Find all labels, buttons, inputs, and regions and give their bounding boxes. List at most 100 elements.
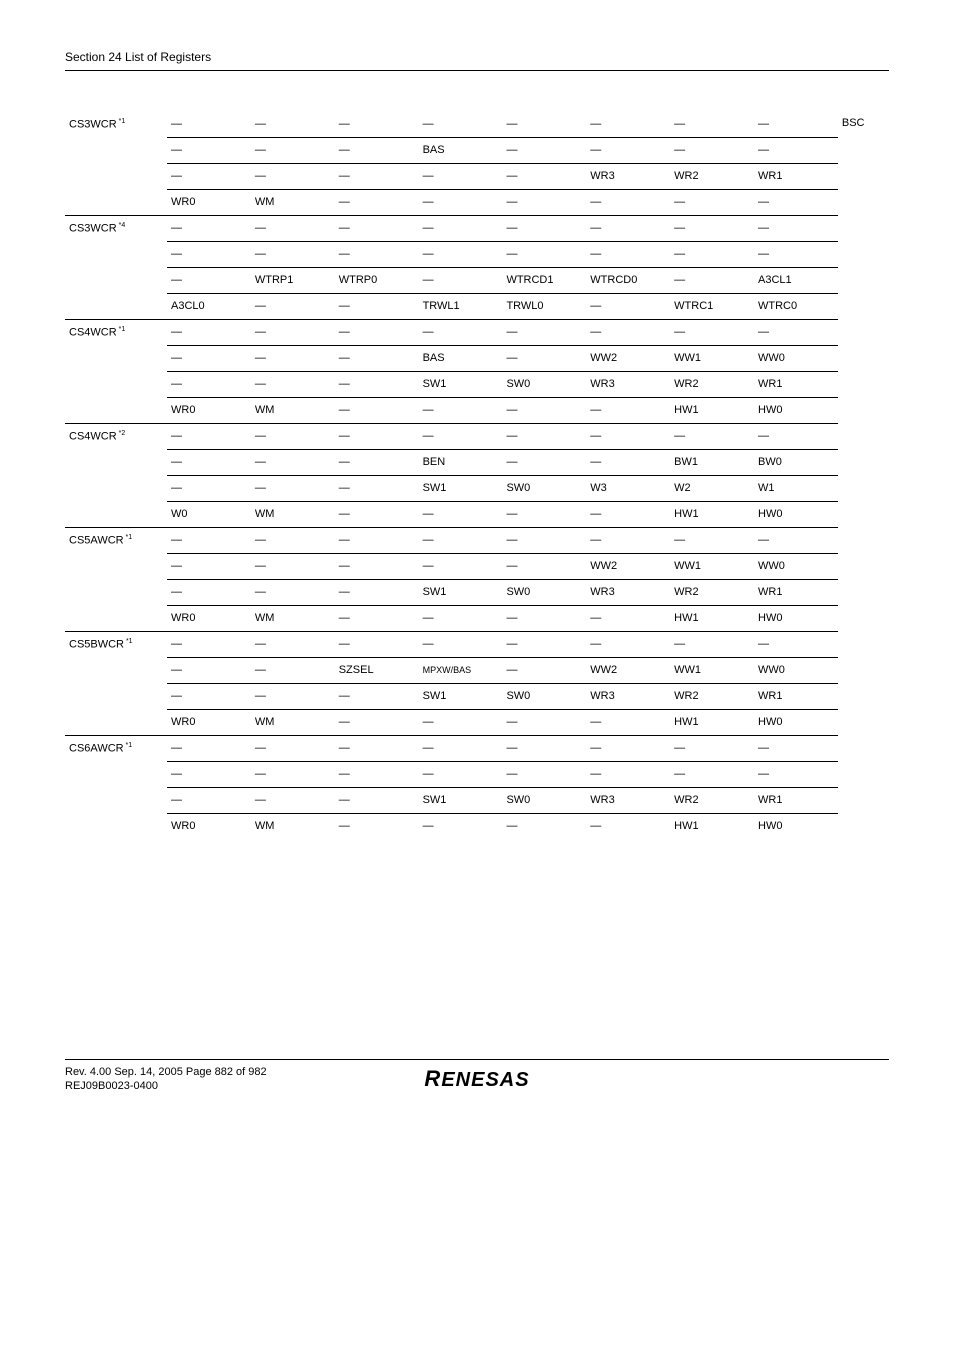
bit-cell: — [167, 111, 251, 137]
bit-cell: — [586, 137, 670, 163]
bit-cell: — [335, 137, 419, 163]
bit-cell: — [335, 527, 419, 553]
bit-cell: — [167, 657, 251, 683]
table-row: CS5AWCR *1———————— [65, 527, 889, 553]
bit-cell: — [251, 319, 335, 345]
bit-cell: WR2 [670, 163, 754, 189]
bit-cell: — [586, 397, 670, 423]
bit-cell: — [335, 709, 419, 735]
module-cell [838, 813, 889, 839]
bit-cell: — [251, 787, 335, 813]
bit-cell: — [335, 761, 419, 787]
register-note: *2 [117, 430, 126, 437]
bit-cell: WTRC0 [754, 293, 838, 319]
bit-cell: WR3 [586, 579, 670, 605]
bit-cell: A3CL1 [754, 267, 838, 293]
register-name: CS5AWCR [69, 535, 124, 547]
bit-cell: — [335, 163, 419, 189]
section-title: Section 24 List of Registers [65, 50, 211, 64]
bit-cell: — [251, 215, 335, 241]
bit-cell: HW0 [754, 709, 838, 735]
bit-cell: WTRP0 [335, 267, 419, 293]
bit-cell: — [419, 813, 503, 839]
bit-cell: SW0 [502, 579, 586, 605]
bit-cell: — [419, 163, 503, 189]
page-footer: Rev. 4.00 Sep. 14, 2005 Page 882 of 982 … [65, 1059, 889, 1092]
register-name-cell [65, 241, 167, 267]
bit-cell: — [335, 683, 419, 709]
table-row: CS6AWCR *1———————— [65, 735, 889, 761]
bit-cell: BW1 [670, 449, 754, 475]
table-row: ———SW1SW0WR3WR2WR1 [65, 579, 889, 605]
module-cell [838, 631, 889, 657]
register-name: CS3WCR [69, 118, 117, 130]
bit-cell: WTRCD1 [502, 267, 586, 293]
module-cell [838, 709, 889, 735]
bit-cell: TRWL1 [419, 293, 503, 319]
bit-cell: — [251, 527, 335, 553]
bit-cell: — [251, 163, 335, 189]
bit-cell: — [419, 241, 503, 267]
bit-cell: — [335, 241, 419, 267]
bit-cell: — [502, 501, 586, 527]
bit-cell: — [335, 449, 419, 475]
bit-cell: — [335, 501, 419, 527]
table-row: ———BAS———— [65, 137, 889, 163]
bit-cell: — [502, 137, 586, 163]
bit-cell: — [335, 111, 419, 137]
bit-cell: SZSEL [335, 657, 419, 683]
bit-cell: WW2 [586, 345, 670, 371]
register-name-cell [65, 475, 167, 501]
bit-cell: — [502, 553, 586, 579]
bit-cell: — [754, 137, 838, 163]
bit-cell: — [586, 501, 670, 527]
bit-cell: W3 [586, 475, 670, 501]
bit-cell: — [502, 631, 586, 657]
bit-cell: — [419, 501, 503, 527]
table-row: WR0WM————HW1HW0 [65, 813, 889, 839]
bit-cell: — [670, 423, 754, 449]
bit-cell: WW2 [586, 553, 670, 579]
module-cell [838, 683, 889, 709]
register-name-cell [65, 657, 167, 683]
module-cell [838, 501, 889, 527]
bit-cell: — [335, 293, 419, 319]
module-cell [838, 267, 889, 293]
register-name: CS4WCR [69, 327, 117, 339]
bit-cell: — [754, 189, 838, 215]
module-cell [838, 345, 889, 371]
table-row: CS4WCR *1———————— [65, 319, 889, 345]
register-name-cell [65, 501, 167, 527]
bit-cell: — [670, 527, 754, 553]
bit-cell: HW0 [754, 605, 838, 631]
module-cell: BSC [838, 111, 889, 137]
register-note: *1 [117, 326, 126, 333]
bit-cell: — [419, 215, 503, 241]
register-name-cell [65, 761, 167, 787]
bit-cell: SW1 [419, 475, 503, 501]
table-row: CS4WCR *2———————— [65, 423, 889, 449]
bit-cell: WR3 [586, 787, 670, 813]
bit-cell: — [419, 319, 503, 345]
bit-cell: WM [251, 397, 335, 423]
bit-cell: — [251, 553, 335, 579]
register-name-cell [65, 709, 167, 735]
bit-cell: — [502, 657, 586, 683]
bit-cell: W2 [670, 475, 754, 501]
module-cell [838, 553, 889, 579]
register-name-cell: CS4WCR *1 [65, 319, 167, 345]
bit-cell: — [419, 111, 503, 137]
bit-cell: — [419, 553, 503, 579]
bit-cell: — [586, 709, 670, 735]
bit-cell: — [586, 735, 670, 761]
bit-cell: — [167, 631, 251, 657]
register-name-cell [65, 293, 167, 319]
module-cell [838, 449, 889, 475]
bit-cell: WM [251, 501, 335, 527]
bit-cell: WR1 [754, 371, 838, 397]
bit-cell: WW1 [670, 345, 754, 371]
table-row: —————WW2WW1WW0 [65, 553, 889, 579]
bit-cell: — [419, 189, 503, 215]
register-name: CS4WCR [69, 431, 117, 443]
bit-cell: WR0 [167, 189, 251, 215]
